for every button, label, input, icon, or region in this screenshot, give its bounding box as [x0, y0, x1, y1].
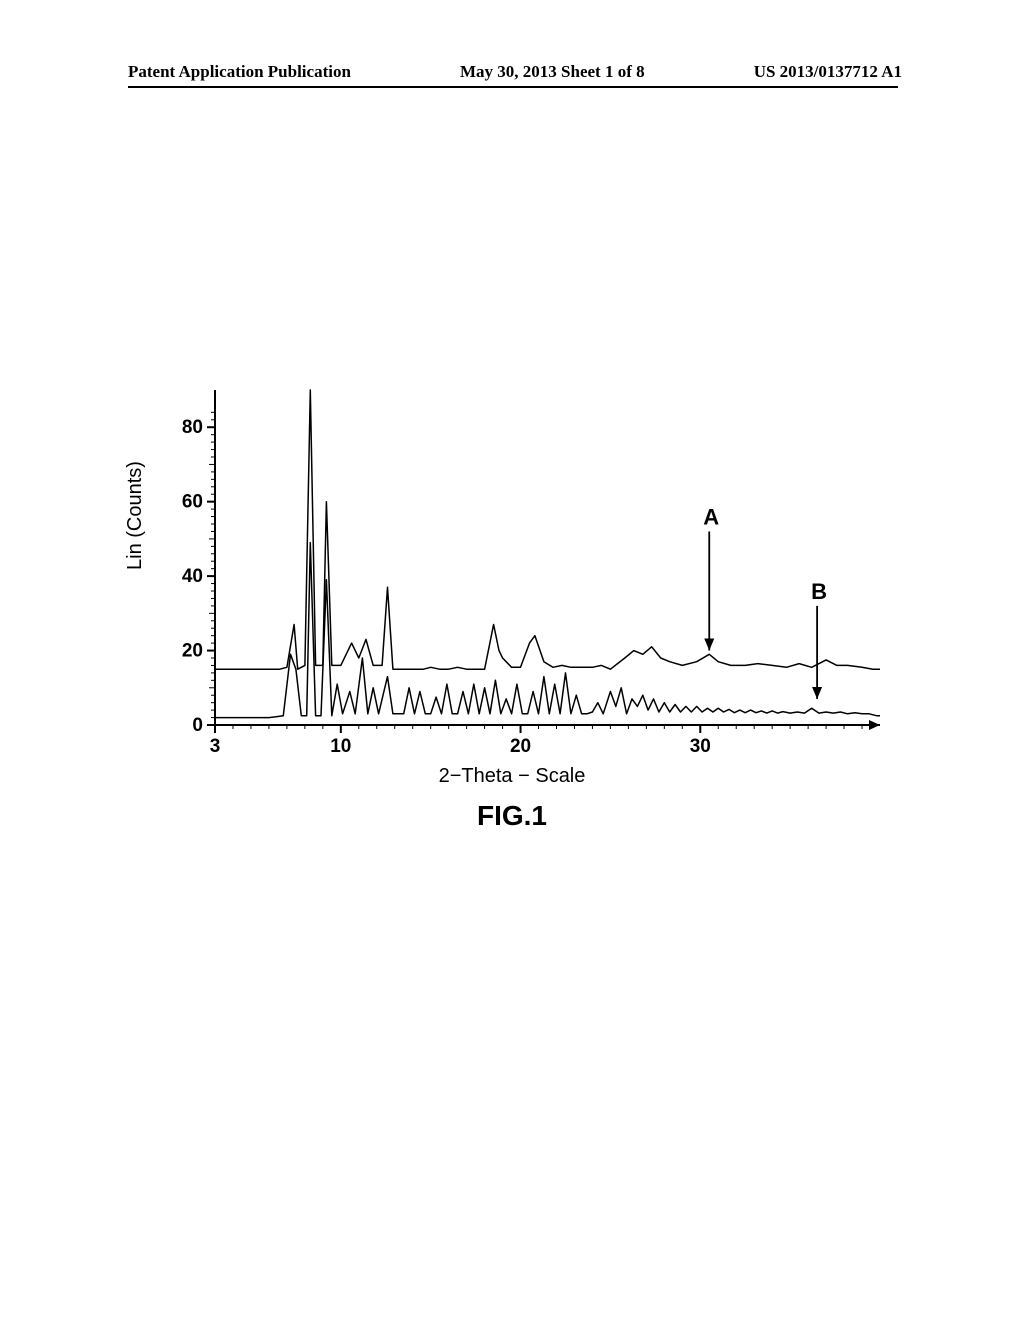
- svg-text:20: 20: [182, 641, 203, 662]
- series-label-b: B: [811, 579, 827, 604]
- svg-text:30: 30: [690, 736, 711, 757]
- svg-text:10: 10: [330, 736, 351, 757]
- figure-caption: FIG.1: [0, 800, 1024, 832]
- y-axis-label: Lin (Counts): [124, 461, 147, 570]
- svg-text:20: 20: [510, 736, 531, 757]
- series-label-a: A: [703, 504, 719, 529]
- header-center: May 30, 2013 Sheet 1 of 8: [460, 62, 645, 82]
- annotation-arrows: AB: [703, 504, 827, 699]
- page-header: Patent Application Publication May 30, 2…: [0, 62, 1024, 82]
- series-a: [215, 390, 880, 669]
- header-left: Patent Application Publication: [128, 62, 351, 82]
- header-rule: [128, 86, 898, 88]
- header-right: US 2013/0137712 A1: [754, 62, 902, 82]
- x-axis-label: 2−Theta − Scale: [0, 765, 1024, 788]
- svg-text:3: 3: [210, 736, 221, 757]
- svg-text:80: 80: [182, 417, 203, 438]
- svg-text:60: 60: [182, 492, 203, 513]
- chart-container: 0204060803102030 AB: [150, 385, 890, 865]
- svg-text:40: 40: [182, 566, 203, 587]
- svg-text:0: 0: [192, 715, 203, 736]
- xrd-chart: 0204060803102030 AB: [150, 385, 890, 865]
- plot-lines-group: [215, 390, 880, 718]
